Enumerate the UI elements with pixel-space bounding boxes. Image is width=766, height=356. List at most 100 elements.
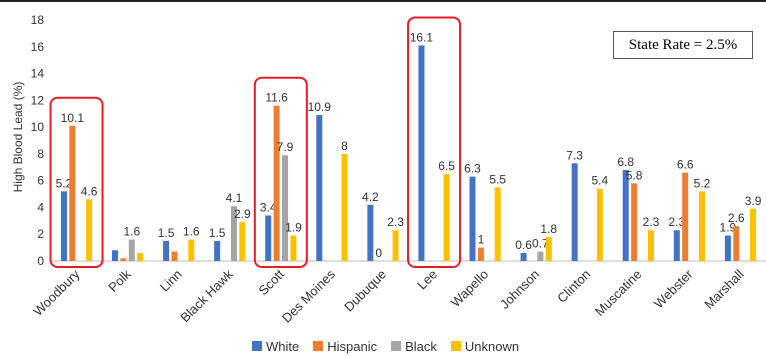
bar-black-johnson <box>537 251 544 261</box>
data-label-unknown-clinton: 5.4 <box>592 174 609 188</box>
data-label-hispanic-muscatine: 5.8 <box>626 168 643 182</box>
data-label-unknown-linn: 1.6 <box>183 225 200 239</box>
bar-hispanic-muscatine <box>631 183 638 261</box>
legend-item-hispanic: Hispanic <box>313 339 377 354</box>
x-tick-label-clinton: Clinton <box>554 267 593 306</box>
legend-label: White <box>266 338 300 354</box>
legend-label: Unknown <box>464 338 520 354</box>
data-label-black-johnson: 0.7 <box>532 237 549 251</box>
bar-unknown-polk <box>137 252 144 261</box>
bar-unknown-johnson <box>545 236 552 261</box>
x-tick-label-linn: Linn <box>157 267 185 295</box>
y-tick-label: 10 <box>31 120 45 134</box>
data-label-hispanic-marshall: 2.6 <box>728 211 745 225</box>
y-tick-label: 16 <box>31 40 45 54</box>
bar-black-scott <box>282 155 289 261</box>
y-tick-label: 6 <box>37 174 44 188</box>
data-label-unknown-black-hawk: 2.9 <box>234 207 251 221</box>
y-tick-label: 2 <box>37 227 44 241</box>
highlight-box-lee <box>407 16 462 268</box>
bar-unknown-black-hawk <box>239 222 246 261</box>
data-label-unknown-marshall: 3.9 <box>745 194 762 208</box>
data-label-white-woodbury: 5.2 <box>56 176 73 190</box>
legend-item-unknown: Unknown <box>450 338 520 354</box>
data-label-white-webster: 2.3 <box>668 215 685 229</box>
bar-white-marshall <box>724 235 731 261</box>
data-label-white-black-hawk: 1.5 <box>209 226 226 240</box>
bar-white-woodbury <box>60 191 67 261</box>
data-label-unknown-des-moines: 8 <box>341 139 348 153</box>
x-tick-label-woodbury: Woodbury <box>30 266 83 319</box>
legend: White Hispanic Black Unknown <box>252 338 519 354</box>
bar-unknown-woodbury <box>86 199 93 261</box>
data-label-unknown-webster: 5.2 <box>694 176 711 190</box>
bar-white-black-hawk <box>214 240 221 261</box>
bar-white-webster <box>673 230 680 261</box>
y-tick-label: 14 <box>31 67 45 81</box>
legend-swatch <box>391 341 402 351</box>
legend-swatch <box>252 341 262 351</box>
bar-unknown-wapello <box>494 187 501 261</box>
data-label-black-scott: 7.9 <box>277 140 294 154</box>
bar-hispanic-webster <box>682 172 689 261</box>
bar-white-polk <box>112 250 119 261</box>
data-label-black-black-hawk: 4.1 <box>226 191 243 205</box>
data-label-hispanic-woodbury: 10.1 <box>61 111 85 125</box>
y-tick-label: 18 <box>31 13 45 27</box>
y-tick-label: 4 <box>37 200 44 214</box>
data-label-white-des-moines: 10.9 <box>308 100 332 114</box>
x-tick-label-lee: Lee <box>414 267 440 293</box>
bar-white-wapello <box>469 176 476 261</box>
legend-swatch <box>450 341 461 351</box>
bar-white-clinton <box>571 163 578 261</box>
data-label-white-muscatine: 6.8 <box>617 155 634 169</box>
bar-hispanic-linn <box>171 251 178 261</box>
x-tick-label-wapello: Wapello <box>448 267 491 310</box>
data-label-unknown-muscatine: 2.3 <box>643 215 660 229</box>
bar-black-polk <box>128 239 135 261</box>
bar-white-muscatine <box>622 169 629 261</box>
data-label-black-polk: 1.6 <box>123 225 140 239</box>
data-label-unknown-wapello: 5.5 <box>489 172 506 186</box>
bar-hispanic-woodbury <box>69 125 76 262</box>
bar-unknown-dubuque <box>392 230 399 261</box>
x-tick-label-polk: Polk <box>105 266 134 295</box>
state-rate-annotation: State Rate = 2.5% <box>613 31 753 59</box>
bar-unknown-lee <box>443 173 450 261</box>
data-label-white-dubuque: 4.2 <box>362 190 379 204</box>
bar-hispanic-polk <box>120 258 127 261</box>
bar-white-linn <box>163 240 170 261</box>
legend-item-black: Black <box>391 339 437 354</box>
x-tick-label-johnson: Johnson <box>497 267 542 312</box>
bar-white-scott <box>265 215 272 261</box>
bar-hispanic-marshall <box>733 226 740 261</box>
data-label-white-wapello: 6.3 <box>464 162 481 176</box>
bar-unknown-muscatine <box>647 230 654 261</box>
bar-unknown-marshall <box>750 208 757 261</box>
bar-black-black-hawk <box>230 206 237 261</box>
highlight-box-scott <box>253 76 308 268</box>
data-label-hispanic-dubuque: 0 <box>375 246 382 260</box>
data-label-white-marshall: 1.9 <box>720 221 737 235</box>
data-label-hispanic-scott: 11.6 <box>265 91 288 105</box>
bar-white-johnson <box>520 252 527 261</box>
data-label-white-lee: 16.1 <box>410 30 434 44</box>
y-axis-label: High Blood Lead (%) <box>11 81 25 193</box>
x-tick-label-webster: Webster <box>651 266 696 311</box>
data-label-unknown-scott: 1.9 <box>285 221 302 235</box>
data-label-hispanic-webster: 6.6 <box>677 158 694 172</box>
x-tick-label-black-hawk: Black Hawk <box>177 266 236 325</box>
data-label-unknown-lee: 6.5 <box>438 159 455 173</box>
x-tick-label-marshall: Marshall <box>701 266 746 311</box>
bar-unknown-linn <box>188 239 195 261</box>
bar-unknown-scott <box>290 235 297 261</box>
bar-unknown-des-moines <box>341 153 348 261</box>
data-label-unknown-johnson: 1.8 <box>540 222 557 236</box>
x-tick-label-dubuque: Dubuque <box>341 267 389 315</box>
bar-white-dubuque <box>367 204 374 261</box>
legend-item-white: White <box>252 339 299 354</box>
x-tick-label-scott: Scott <box>255 266 287 298</box>
y-tick-label: 12 <box>31 93 45 107</box>
y-tick-label: 8 <box>37 147 44 161</box>
